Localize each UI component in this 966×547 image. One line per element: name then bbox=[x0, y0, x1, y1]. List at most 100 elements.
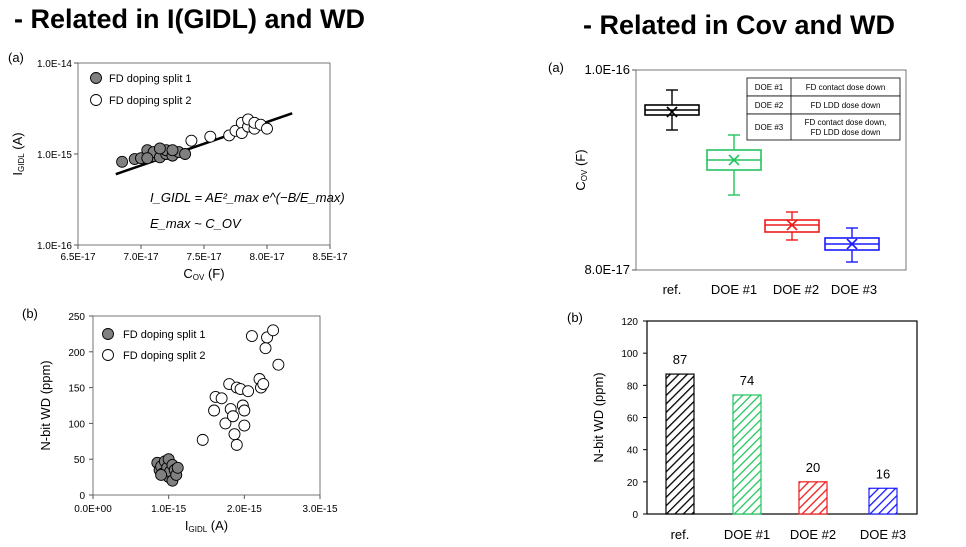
split2-point bbox=[259, 342, 272, 355]
y-tick-label: 8.0E-17 bbox=[584, 262, 630, 277]
left-section-heading: - Related in I(GIDL) and WD bbox=[14, 4, 365, 34]
y-tick-label: 1.0E-16 bbox=[37, 241, 72, 252]
legend-label: FD doping split 1 bbox=[123, 329, 206, 341]
legend-marker bbox=[102, 349, 114, 361]
y-tick-label: 80 bbox=[627, 381, 639, 392]
split1-point bbox=[155, 469, 168, 481]
y-tick-label: 120 bbox=[621, 317, 638, 328]
category-label: DOE #1 bbox=[711, 282, 757, 297]
box-4 bbox=[824, 227, 880, 263]
y-axis-label: IGIDL (A) bbox=[10, 132, 26, 175]
box-3 bbox=[764, 211, 820, 241]
split2-point bbox=[245, 330, 258, 342]
equation-line-2: E_max ~ C_OV bbox=[150, 216, 242, 231]
category-label: DOE #3 bbox=[831, 282, 877, 297]
split1-point bbox=[153, 142, 166, 155]
y-tick-label: 1.0E-15 bbox=[37, 150, 72, 161]
panel-label: (a) bbox=[8, 50, 24, 65]
split2-point bbox=[219, 417, 232, 430]
panel-label: (b) bbox=[567, 310, 583, 325]
split2-point bbox=[227, 410, 239, 423]
x-tick-label: 8.5E-17 bbox=[312, 252, 347, 263]
y-tick-label: 20 bbox=[627, 478, 639, 489]
box-2 bbox=[706, 134, 762, 196]
split2-point bbox=[261, 122, 273, 135]
y-tick-label: 100 bbox=[68, 419, 85, 430]
split2-point bbox=[272, 358, 285, 371]
split2-point bbox=[185, 134, 198, 147]
x-tick-label: 2.0E-15 bbox=[227, 504, 262, 515]
right-section-heading: - Related in Cov and WD bbox=[583, 10, 896, 40]
panel-label: (b) bbox=[22, 306, 38, 321]
x-tick-label: 3.0E-15 bbox=[302, 504, 337, 515]
y-tick-label: 60 bbox=[627, 414, 639, 425]
bar-2 bbox=[732, 394, 762, 515]
y-tick-label: 100 bbox=[621, 349, 638, 360]
y-axis-label: N-bit WD (ppm) bbox=[591, 372, 606, 462]
x-tick-label: 7.0E-17 bbox=[123, 252, 158, 263]
mean-marker bbox=[786, 219, 798, 231]
table-value: FD LDD dose down bbox=[811, 128, 881, 137]
split2-point bbox=[228, 428, 241, 441]
bar-value-label: 87 bbox=[673, 352, 687, 367]
y-tick-label: 40 bbox=[627, 446, 639, 457]
split1-point bbox=[116, 155, 129, 168]
category-label: ref. bbox=[663, 282, 682, 297]
y-tick-label: 50 bbox=[74, 455, 86, 466]
y-tick-label: 250 bbox=[68, 312, 85, 323]
bar-4 bbox=[868, 487, 898, 515]
split2-point bbox=[196, 433, 209, 446]
split2-point bbox=[208, 404, 221, 417]
table-value: FD contact dose down, bbox=[805, 118, 887, 127]
split2-point bbox=[238, 419, 251, 432]
split1-point bbox=[171, 461, 184, 474]
split2-point bbox=[257, 378, 270, 390]
legend-label: FD doping split 1 bbox=[109, 73, 192, 85]
split2-point bbox=[204, 130, 217, 143]
bar-1 bbox=[665, 373, 695, 515]
table-value: FD LDD dose down bbox=[811, 101, 881, 110]
y-tick-label: 0 bbox=[632, 510, 638, 521]
legend-marker bbox=[102, 328, 114, 340]
x-axis-label: IGIDL (A) bbox=[185, 518, 228, 534]
x-tick-label: 6.5E-17 bbox=[60, 252, 95, 263]
bar-value-label: 20 bbox=[806, 460, 820, 475]
table-key: DOE #3 bbox=[755, 123, 784, 132]
category-label: DOE #2 bbox=[790, 527, 836, 542]
table-row bbox=[746, 113, 901, 141]
y-tick-label: 0 bbox=[79, 491, 85, 502]
panel-label: (a) bbox=[548, 60, 564, 75]
y-tick-label: 1.0E-14 bbox=[37, 59, 72, 70]
x-tick-label: 1.0E-15 bbox=[151, 504, 186, 515]
box-1 bbox=[644, 89, 700, 131]
category-label: ref. bbox=[671, 527, 690, 542]
y-axis-label: COV (F) bbox=[573, 149, 589, 190]
table-key: DOE #1 bbox=[755, 83, 784, 92]
x-tick-label: 0.0E+00 bbox=[74, 504, 112, 515]
table-value: FD contact dose down bbox=[806, 83, 886, 92]
y-tick-label: 200 bbox=[68, 348, 85, 359]
category-label: DOE #1 bbox=[724, 527, 770, 542]
split1-point bbox=[141, 152, 154, 165]
mean-marker bbox=[666, 106, 678, 118]
table-key: DOE #2 bbox=[755, 101, 784, 110]
split1-point bbox=[166, 144, 179, 157]
split2-point bbox=[238, 404, 251, 417]
legend-marker bbox=[90, 94, 102, 106]
split2-point bbox=[242, 385, 255, 398]
plot-frame bbox=[635, 69, 907, 271]
split2-point bbox=[267, 324, 280, 337]
x-tick-label: 8.0E-17 bbox=[249, 252, 284, 263]
legend-marker bbox=[90, 72, 102, 84]
category-label: DOE #3 bbox=[860, 527, 906, 542]
equation-line-1: I_GIDL = AE²_max e^(−B/E_max) bbox=[150, 190, 345, 205]
mean-marker bbox=[846, 238, 858, 250]
bar-value-label: 16 bbox=[876, 466, 890, 481]
x-tick-label: 7.5E-17 bbox=[186, 252, 221, 263]
bar-value-label: 74 bbox=[740, 373, 754, 388]
split2-point bbox=[230, 438, 243, 451]
bar-3 bbox=[798, 481, 828, 515]
legend-label: FD doping split 2 bbox=[123, 350, 206, 362]
legend-label: FD doping split 2 bbox=[109, 95, 192, 107]
